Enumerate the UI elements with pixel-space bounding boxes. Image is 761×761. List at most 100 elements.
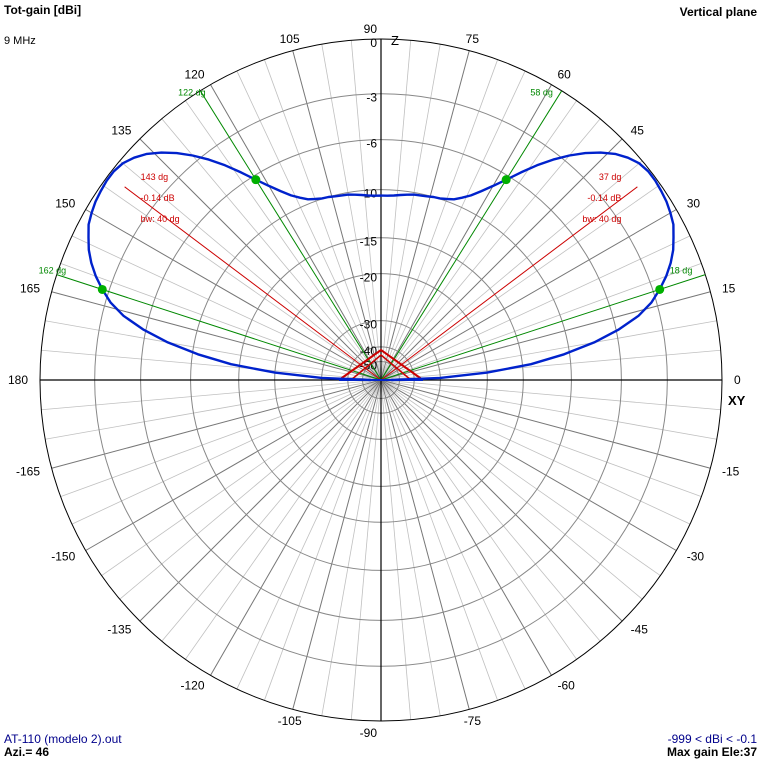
- angle-tick-label: -75: [464, 714, 482, 728]
- subgrid-spoke: [161, 379, 382, 642]
- angle-tick-label: -120: [180, 679, 204, 693]
- max-gain-label: bw: 40 dg: [141, 214, 180, 224]
- subgrid-spoke: [350, 379, 382, 720]
- max-gain-label: Max gain Ele:37: [666, 745, 757, 759]
- subgrid-spoke: [41, 349, 382, 381]
- subgrid-spoke: [380, 379, 526, 690]
- subgrid-spoke: [263, 59, 382, 381]
- subgrid-spoke: [101, 379, 382, 576]
- angle-tick-label: 135: [111, 123, 131, 137]
- subgrid-spoke: [45, 320, 382, 381]
- beamwidth-label: 162 dg: [39, 266, 67, 276]
- radial-tick-label: -15: [360, 235, 378, 249]
- beamwidth-point: [97, 284, 107, 294]
- angle-tick-label: 165: [20, 282, 40, 296]
- subgrid-spoke: [380, 262, 702, 381]
- subgrid-spoke: [236, 379, 382, 690]
- subgrid-spoke: [101, 184, 382, 381]
- angle-tick-label: 30: [687, 197, 701, 211]
- subgrid-spoke: [45, 379, 382, 440]
- grid-spoke: [380, 379, 552, 676]
- subgrid-spoke: [380, 349, 721, 381]
- subgrid-spoke: [380, 100, 577, 381]
- angle-tick-label: 90: [364, 22, 378, 36]
- angle-tick-label: -60: [558, 679, 576, 693]
- zenith-label: Z: [391, 33, 399, 48]
- subgrid-spoke: [380, 40, 412, 381]
- angle-tick-label: 15: [722, 282, 736, 296]
- gain-range: -999 < dBi < -0.1: [667, 732, 757, 746]
- beamwidth-label: 122 dg: [178, 87, 206, 97]
- subgrid-spoke: [380, 379, 499, 701]
- plane-label: Vertical plane: [679, 5, 757, 19]
- grid-spoke: [139, 379, 382, 622]
- radial-tick-label: -6: [366, 137, 377, 151]
- angle-tick-label: -15: [722, 464, 740, 478]
- angle-tick-label: -135: [107, 623, 131, 637]
- radial-tick-label: -30: [360, 318, 378, 332]
- subgrid-spoke: [380, 379, 691, 525]
- subgrid-spoke: [380, 379, 441, 716]
- max-gain-label: -0.14 dB: [141, 193, 175, 203]
- grid-spoke: [210, 379, 382, 676]
- angle-tick-label: -90: [360, 726, 378, 740]
- angle-tick-label: -30: [687, 550, 705, 564]
- grid-spoke: [380, 379, 677, 551]
- subgrid-spoke: [380, 379, 601, 642]
- subgrid-spoke: [380, 379, 643, 600]
- grid-spoke: [380, 379, 711, 469]
- grid-spoke: [380, 379, 470, 710]
- low-gain-marker: [338, 348, 424, 381]
- subgrid-spoke: [380, 379, 412, 720]
- angle-tick-label: 150: [55, 197, 75, 211]
- azimuth-label: Azi.= 46: [4, 745, 50, 759]
- subgrid-spoke: [185, 100, 382, 381]
- beamwidth-line: [380, 90, 563, 381]
- subgrid-spoke: [380, 379, 717, 440]
- subgrid-spoke: [236, 70, 382, 381]
- grid-spoke: [380, 50, 470, 381]
- grid-spoke: [380, 138, 623, 381]
- subgrid-spoke: [380, 320, 717, 381]
- radial-tick-label: 0: [370, 36, 377, 50]
- subgrid-spoke: [185, 379, 382, 660]
- low-gain-marker: [350, 354, 412, 381]
- subgrid-spoke: [71, 235, 382, 381]
- subgrid-spoke: [119, 379, 382, 600]
- subgrid-spoke: [380, 160, 643, 381]
- subgrid-spoke: [60, 379, 382, 498]
- angle-tick-label: 120: [184, 67, 204, 81]
- subgrid-spoke: [380, 379, 702, 498]
- subgrid-spoke: [380, 70, 526, 381]
- angle-tick-label: 75: [466, 32, 480, 46]
- grid-spoke: [51, 379, 382, 469]
- subgrid-spoke: [380, 379, 661, 576]
- subgrid-spoke: [60, 262, 382, 381]
- angle-tick-label: 60: [558, 67, 572, 81]
- grid-spoke: [380, 291, 711, 381]
- subgrid-spoke: [321, 44, 382, 381]
- subgrid-spoke: [380, 235, 691, 381]
- beamwidth-point: [251, 175, 261, 185]
- beamwidth-line: [56, 274, 382, 381]
- chart-title: Tot-gain [dBi]: [4, 3, 82, 17]
- beamwidth-point: [655, 284, 665, 294]
- angle-tick-label: 0: [734, 373, 741, 387]
- gain-pattern-curve: [87, 151, 675, 382]
- subgrid-spoke: [119, 160, 382, 381]
- beamwidth-line: [199, 90, 382, 381]
- subgrid-spoke: [161, 118, 382, 381]
- angle-tick-label: -105: [278, 714, 302, 728]
- subgrid-spoke: [350, 40, 382, 381]
- grid-spoke: [85, 209, 382, 381]
- radial-tick-label: -10: [360, 187, 378, 201]
- subgrid-spoke: [380, 118, 601, 381]
- angle-tick-label: 45: [631, 123, 645, 137]
- angle-tick-label: -165: [16, 464, 40, 478]
- max-gain-line: [124, 186, 382, 381]
- angle-tick-label: -150: [51, 550, 75, 564]
- subgrid-spoke: [71, 379, 382, 525]
- grid-spoke: [380, 84, 552, 381]
- frequency-label: 9 MHz: [4, 35, 36, 47]
